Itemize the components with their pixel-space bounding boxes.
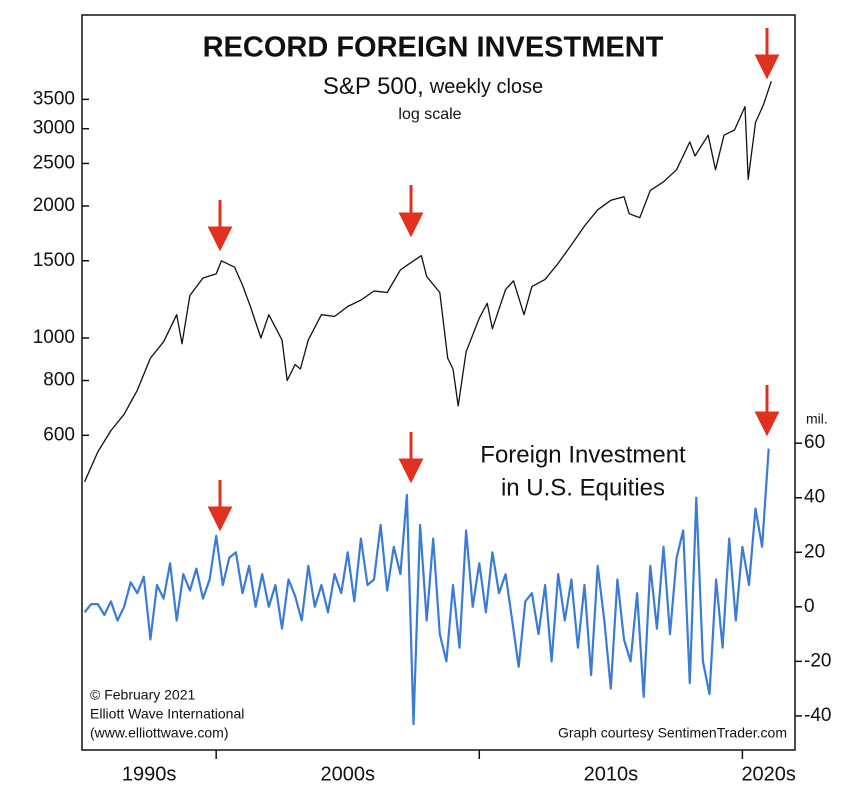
y-tick-label: 3500 <box>33 88 75 109</box>
y-tick-label: 600 <box>43 424 75 445</box>
series-label: in U.S. Equities <box>501 474 665 501</box>
arrow-head <box>754 54 780 80</box>
subtitle-sub: weekly close <box>429 76 543 98</box>
x-decade-label: 2010s <box>584 763 639 785</box>
arrow-head <box>207 506 233 532</box>
subtitle-main: S&P 500, <box>323 73 424 100</box>
y-tick-label: 1000 <box>33 327 75 348</box>
credit: © February 2021 <box>90 687 195 703</box>
y2-tick-label: 20 <box>804 541 825 562</box>
credit: Elliott Wave International <box>90 706 244 722</box>
source: Graph courtesy SentimenTrader.com <box>558 725 787 741</box>
arrow-head <box>754 411 780 437</box>
y2-tick-label: -40 <box>804 705 831 726</box>
y2-unit: mil. <box>806 411 828 427</box>
y-tick-label: 2500 <box>33 152 75 173</box>
y-tick-label: 1500 <box>33 250 75 271</box>
y2-tick-label: 40 <box>804 487 825 508</box>
series-line <box>83 448 770 726</box>
y2-tick-label: 60 <box>804 432 825 453</box>
arrow-head <box>398 212 424 238</box>
x-decade-label: 2000s <box>320 763 375 785</box>
scale-note: log scale <box>398 106 461 123</box>
chart-subtitle: S&P 500, weekly close <box>323 73 543 100</box>
plot-frame <box>81 14 796 751</box>
arrow-head <box>207 226 233 252</box>
y2-tick-label: -20 <box>804 650 831 671</box>
credit: (www.elliottwave.com) <box>90 725 228 741</box>
y2-tick-label: 0 <box>804 596 815 617</box>
x-decade-label: 2020s <box>741 763 796 785</box>
y-tick-label: 800 <box>43 370 75 391</box>
x-decade-label: 1990s <box>122 763 177 785</box>
chart-title: RECORD FOREIGN INVESTMENT <box>203 32 664 64</box>
arrows <box>207 28 780 532</box>
arrow-head <box>398 458 424 484</box>
series-line <box>84 80 772 483</box>
y-tick-label: 3000 <box>33 118 75 139</box>
series-label: Foreign Investment <box>480 441 686 468</box>
y-tick-label: 2000 <box>33 195 75 216</box>
